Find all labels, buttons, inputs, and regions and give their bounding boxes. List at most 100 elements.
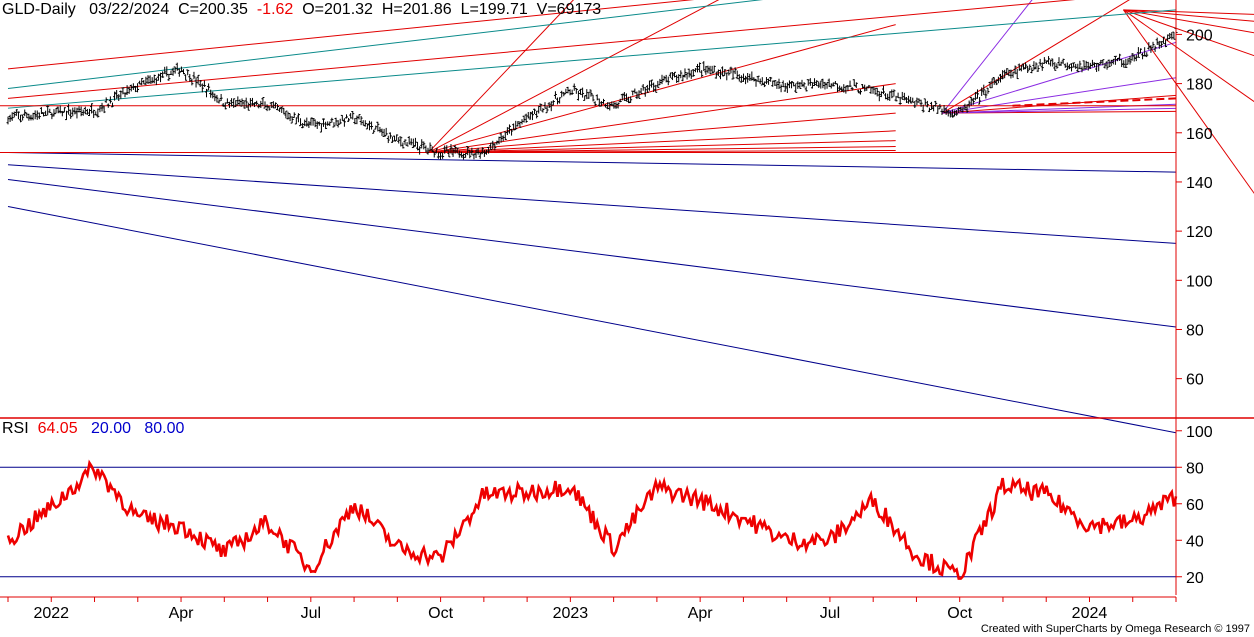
price-bar — [347, 117, 351, 122]
price-bar — [324, 121, 328, 130]
price-bar — [1019, 65, 1023, 72]
price-bar — [217, 99, 221, 104]
price-bar — [704, 65, 708, 75]
price-bar — [976, 89, 980, 99]
price-bar — [1120, 59, 1124, 68]
price-bar — [340, 114, 344, 121]
price-bar — [576, 90, 580, 101]
price-bar — [967, 100, 971, 108]
time-tick-label: Apr — [169, 605, 195, 622]
price-bar — [915, 97, 919, 106]
price-bar — [35, 110, 39, 120]
price-bar — [507, 124, 511, 134]
price-bar — [261, 96, 265, 106]
price-bar — [706, 65, 710, 74]
price-bar — [267, 105, 271, 111]
price-bar — [986, 87, 990, 94]
price-bar — [896, 92, 900, 99]
price-bar — [451, 148, 455, 157]
price-bar — [1021, 63, 1025, 70]
price-bar — [79, 106, 83, 117]
price-bar — [990, 78, 994, 89]
price-bar — [530, 110, 534, 121]
price-bar — [1161, 36, 1165, 44]
time-axis: 2022 Apr Jul Oct 2023 Apr Jul Oct 2024 — [0, 596, 1177, 622]
price-bar — [1134, 54, 1138, 62]
price-bar — [81, 109, 85, 116]
price-bar — [426, 147, 430, 155]
price-bar — [831, 82, 835, 87]
price-bar — [464, 152, 468, 158]
price-bar — [296, 113, 300, 123]
price-bar — [549, 101, 553, 112]
rsi-level-high: 80.00 — [144, 420, 185, 437]
price-bar — [612, 101, 616, 109]
price-bar — [71, 107, 75, 117]
price-bar — [693, 68, 697, 73]
price-bar — [1155, 37, 1159, 45]
price-bar — [873, 87, 877, 95]
price-bar — [397, 137, 401, 144]
price-bar — [660, 74, 664, 85]
price-bar — [16, 111, 20, 120]
date-label: 03/22/2024 — [89, 1, 170, 18]
price-bar — [1049, 59, 1053, 67]
price-bar — [1109, 59, 1113, 67]
price-bar — [917, 98, 921, 103]
price-bar — [146, 75, 150, 85]
price-bar — [422, 141, 426, 150]
price-bar — [209, 89, 213, 98]
time-tick-label: Jul — [820, 605, 840, 622]
price-bar — [746, 72, 750, 83]
price-bar — [624, 93, 628, 102]
price-bar — [129, 84, 133, 92]
price-bar — [1172, 31, 1176, 40]
price-bar — [163, 66, 167, 74]
price-bar — [679, 70, 683, 79]
price-bar — [1009, 69, 1013, 79]
price-bar — [125, 85, 129, 95]
price-bar — [808, 78, 812, 86]
price-bar — [574, 88, 578, 94]
price-bar — [890, 89, 894, 99]
price-bar — [367, 120, 371, 131]
price-bar — [731, 69, 735, 80]
price-bar — [165, 66, 169, 77]
price-bar — [115, 90, 119, 99]
price-bar — [551, 100, 555, 106]
price-bar — [123, 92, 127, 98]
price-bar — [344, 114, 348, 119]
price-bar — [856, 89, 860, 94]
price-bar — [790, 81, 794, 89]
time-tick-label: 2024 — [1072, 605, 1108, 622]
fan-line-blue-3 — [7, 178, 1177, 328]
price-bar — [902, 92, 906, 101]
price-bar — [299, 118, 303, 127]
fan-line-red-long-2 — [7, 0, 1076, 99]
price-bar — [909, 96, 913, 104]
price-bar — [326, 121, 330, 126]
price-bar — [984, 90, 988, 99]
price-bar — [1126, 58, 1130, 65]
price-bar — [959, 106, 963, 112]
price-bar — [904, 97, 908, 103]
price-bar — [388, 132, 392, 139]
price-bar — [666, 76, 670, 86]
price-bar — [102, 105, 106, 114]
price-bar — [806, 79, 810, 86]
price-bar — [202, 80, 206, 87]
price-bar — [1084, 60, 1088, 70]
price-bar — [271, 101, 275, 109]
price-bar — [923, 98, 927, 106]
fan-line-blue-1 — [7, 151, 1177, 173]
price-bar — [255, 100, 259, 106]
price-bar — [305, 117, 309, 127]
price-bar — [760, 77, 764, 86]
price-bar — [136, 83, 140, 93]
price-bar — [919, 99, 923, 107]
price-bar — [944, 107, 948, 115]
rsi-header: RSI 64.05 20.00 80.00 — [2, 420, 184, 438]
price-bar — [629, 96, 633, 103]
price-bar — [777, 78, 781, 89]
price-bar — [1157, 40, 1161, 49]
